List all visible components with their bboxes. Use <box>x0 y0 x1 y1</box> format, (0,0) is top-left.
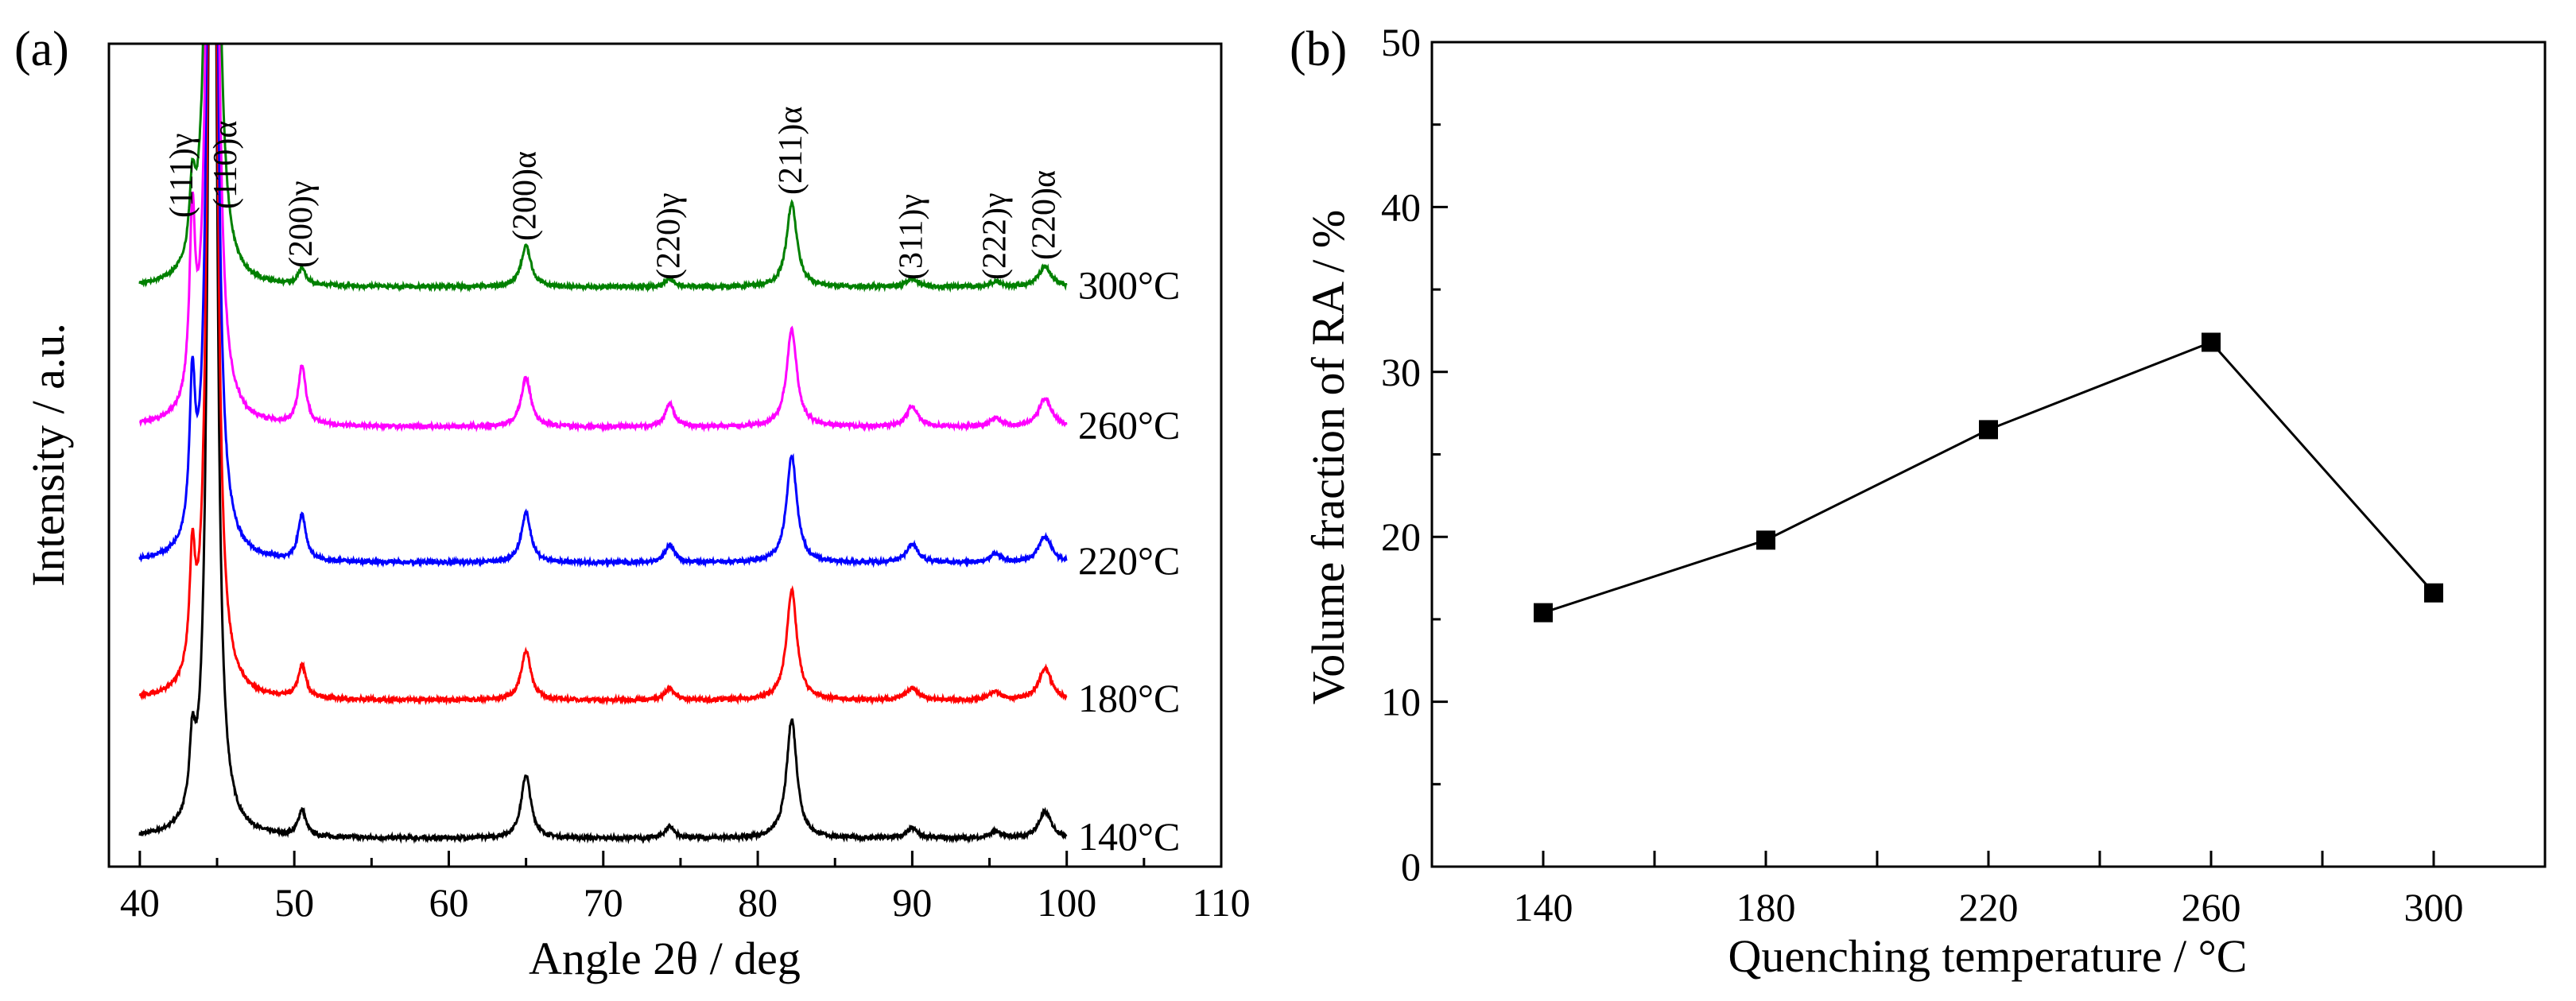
data-point-marker <box>2424 583 2443 603</box>
x-tick-label: 60 <box>429 880 468 925</box>
y-axis-title-b: Volume fraction of RA / % <box>1302 210 1354 704</box>
data-point-marker <box>2202 332 2221 352</box>
xrd-line-260C <box>138 44 1068 433</box>
axes-b: 140 180 220 260 300 0 10 20 30 40 50 <box>1381 20 2464 929</box>
data-point-marker <box>1756 530 1775 550</box>
panel-label-a: (a) <box>14 22 69 76</box>
peak-label: (220)γ <box>650 192 687 280</box>
x-tick-label: 50 <box>274 880 314 925</box>
ra-line <box>1542 340 2435 615</box>
peak-label: (111)γ <box>164 134 200 218</box>
temperature-label: 180°C <box>1078 676 1180 720</box>
peak-labels: (111)γ (110)α (200)γ (200)α (220)γ (211)α (311… <box>164 107 1063 280</box>
peak-label: (220)α <box>1026 170 1062 260</box>
x-axis-title-b: Quenching temperature / °C <box>1728 930 2248 982</box>
temperature-label: 300°C <box>1078 262 1180 307</box>
xrd-line-220C <box>138 44 1068 568</box>
plot-frame-b <box>1430 41 2547 868</box>
temperature-label: 260°C <box>1078 402 1180 447</box>
peak-label: (110)α <box>208 121 244 209</box>
x-tick-label: 110 <box>1192 880 1250 925</box>
data-point-marker <box>1979 420 1998 440</box>
y-tick-label: 40 <box>1381 184 1421 229</box>
plot-frame-a <box>107 42 1223 868</box>
y-tick-label: 10 <box>1381 680 1421 724</box>
y-tick-label: 0 <box>1401 844 1421 889</box>
x-tick-label: 140 <box>1514 885 1573 929</box>
xrd-series-group <box>138 44 1068 844</box>
y-tick-label: 50 <box>1381 20 1421 64</box>
x-tick-label: 100 <box>1037 880 1096 925</box>
x-tick-label: 220 <box>1959 885 2019 929</box>
x-axis-a: 40 50 60 70 80 90 100 110 <box>120 851 1251 925</box>
y-tick-label: 20 <box>1381 514 1421 559</box>
temperature-label: 140°C <box>1078 814 1180 859</box>
xrd-line-140C <box>138 44 1068 844</box>
peak-label: (200)γ <box>283 180 320 268</box>
ra-fraction-chart: (b) 140 180 220 260 300 0 10 20 30 40 50 Quenching… <box>1290 20 2547 982</box>
x-tick-label: 40 <box>120 880 160 925</box>
peak-label: (200)α <box>507 151 544 241</box>
x-tick-label: 180 <box>1736 885 1796 929</box>
xrd-line-180C <box>138 44 1068 706</box>
x-tick-label: 80 <box>738 880 778 925</box>
x-tick-label: 70 <box>584 880 623 925</box>
peak-label: (222)γ <box>976 192 1013 280</box>
x-tick-label: 90 <box>892 880 932 925</box>
y-axis-title-a: Intensity / a.u. <box>22 323 74 587</box>
xrd-line-300C <box>138 44 1068 293</box>
data-point-marker <box>1534 603 1553 623</box>
y-tick-label: 30 <box>1381 350 1421 394</box>
temperature-labels: 140°C 180°C 220°C 260°C 300°C <box>1078 262 1180 858</box>
peak-label: (211)α <box>773 107 809 195</box>
ra-series <box>1534 332 2443 623</box>
x-axis-title-a: Angle 2θ / deg <box>529 933 801 984</box>
peak-label: (311)γ <box>893 194 929 280</box>
temperature-label: 220°C <box>1078 538 1180 583</box>
xrd-chart: (a) 40 50 60 70 80 90 100 110 (111)γ (110)α (200)… <box>14 22 1251 984</box>
x-tick-label: 260 <box>2182 885 2241 929</box>
panel-label-b: (b) <box>1290 22 1347 76</box>
x-tick-label: 300 <box>2404 885 2464 929</box>
